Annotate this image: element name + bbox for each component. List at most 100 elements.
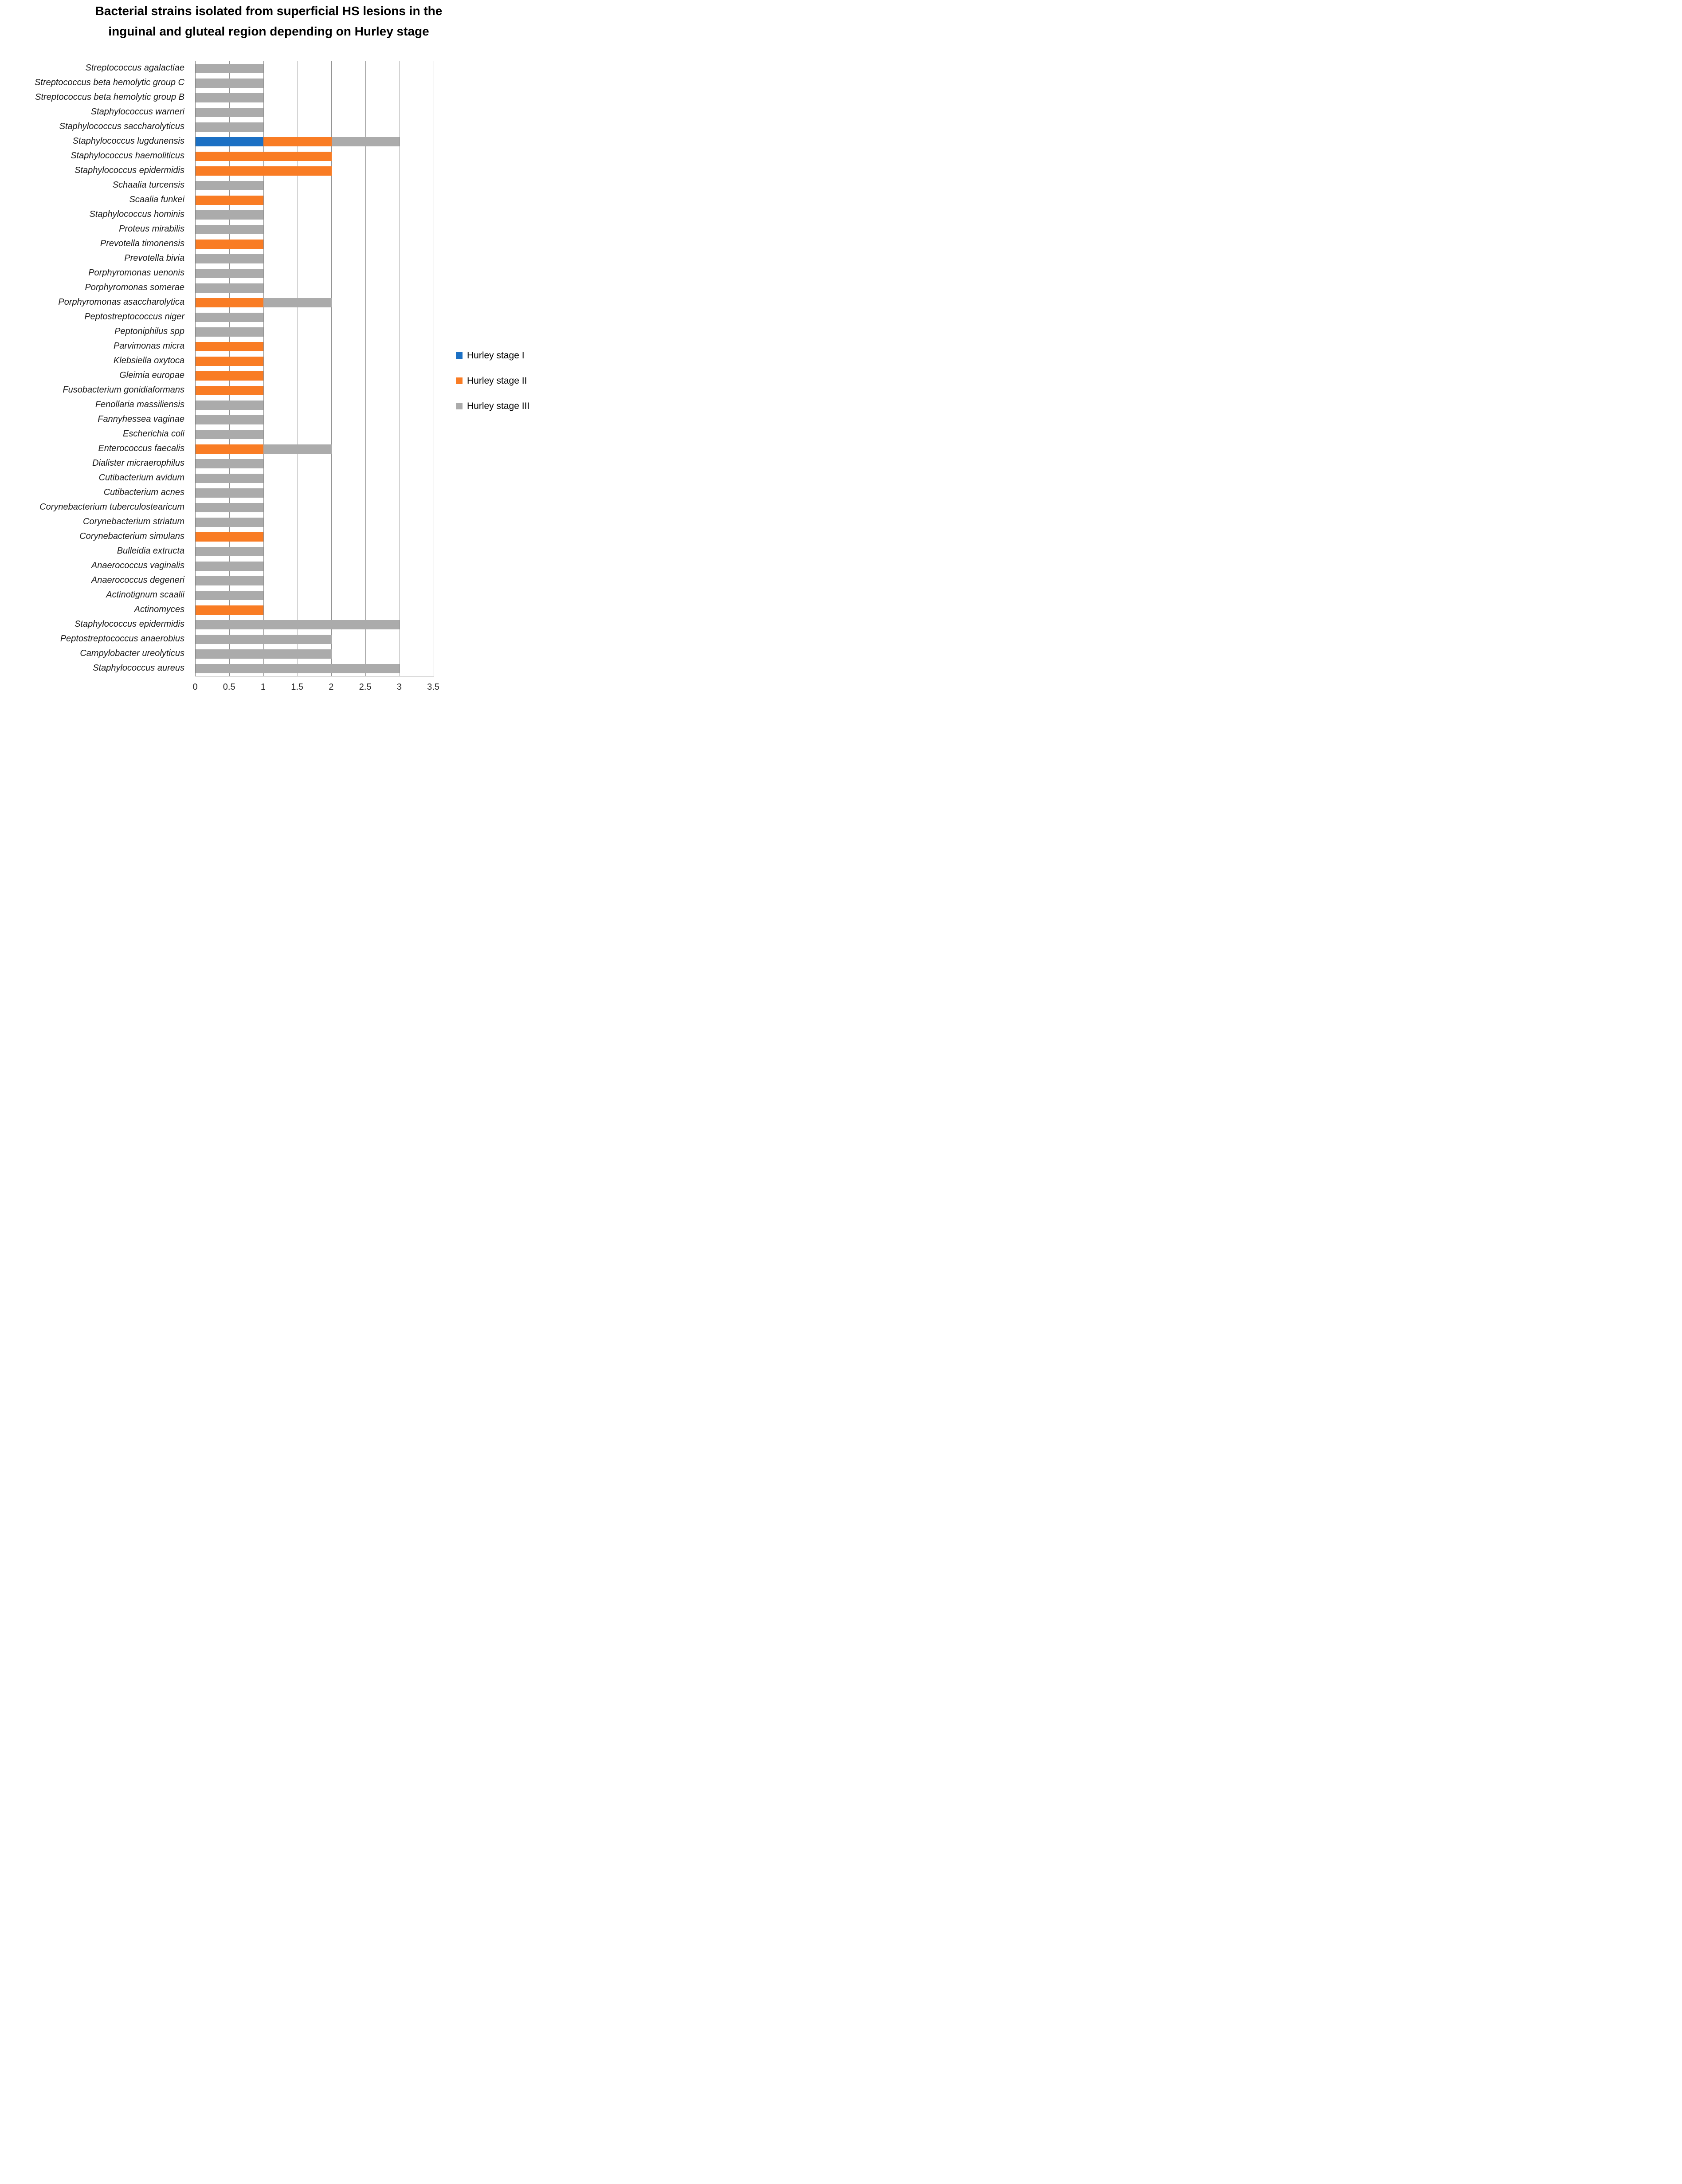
legend-label: Hurley stage I — [467, 350, 525, 361]
bar-segment — [196, 64, 264, 73]
bar-segment — [196, 488, 264, 498]
bar-segment — [263, 137, 332, 146]
bar-segment — [331, 137, 400, 146]
bar-segment — [196, 605, 264, 615]
bar-segment — [196, 386, 264, 395]
category-label: Porphyromonas asaccharolytica — [58, 297, 184, 307]
category-label: Corynebacterium tuberculostearicum — [39, 502, 184, 512]
bar-segment — [196, 327, 264, 337]
category-label: Peptostreptococcus anaerobius — [60, 634, 184, 644]
category-label: Prevotella bivia — [124, 253, 184, 263]
category-label: Staphylococcus epidermidis — [74, 619, 184, 629]
category-label: Staphylococcus warneri — [90, 107, 184, 117]
gridline — [263, 61, 264, 676]
chart-title-line2: inguinal and gluteal region depending on… — [108, 24, 429, 38]
category-label: Corynebacterium striatum — [83, 517, 184, 526]
chart-title-line1: Bacterial strains isolated from superfic… — [95, 4, 443, 18]
category-label: Actinomyces — [134, 605, 184, 614]
bar-segment — [196, 459, 264, 468]
bar-segment — [196, 371, 264, 381]
x-tick-label: 3 — [396, 682, 402, 692]
x-tick-label: 3.5 — [427, 682, 439, 692]
bar-segment — [196, 518, 264, 527]
bar-segment — [196, 649, 332, 659]
bar-segment — [196, 122, 264, 132]
category-label: Peptostreptococcus niger — [84, 312, 184, 322]
bar-segment — [196, 79, 264, 88]
bar-segment — [196, 269, 264, 278]
bar-segment — [196, 401, 264, 410]
category-label: Scaalia funkei — [129, 195, 184, 204]
bar-segment — [263, 298, 332, 307]
category-label: Streptococcus beta hemolytic group B — [35, 92, 184, 102]
category-label: Parvimonas micra — [113, 341, 184, 351]
category-label: Bulleidia extructa — [117, 546, 184, 556]
bar-segment — [196, 225, 264, 234]
category-label: Staphylococcus saccharolyticus — [59, 122, 184, 131]
category-label: Anaerococcus vaginalis — [91, 561, 184, 570]
category-label: Dialister micraerophilus — [92, 458, 184, 468]
legend-swatch — [456, 352, 463, 359]
bar-segment — [196, 620, 400, 629]
bar-segment — [196, 166, 332, 176]
bar-segment — [196, 357, 264, 366]
category-label: Cutibacterium avidum — [98, 473, 184, 483]
bar-segment — [196, 152, 332, 161]
bar-segment — [196, 664, 400, 673]
category-label: Escherichia coli — [123, 429, 184, 439]
x-tick-label: 1 — [260, 682, 266, 692]
category-label: Fannyhessea vaginae — [98, 414, 184, 424]
legend-item: Hurley stage I — [456, 351, 529, 360]
category-label: Actinotignum scaalii — [106, 590, 184, 600]
category-label: Streptococcus agalactiae — [85, 63, 184, 73]
value-axis: 0 0.5 1 1.5 2 2.5 3 3.5 — [0, 682, 537, 695]
category-label: Proteus mirabilis — [119, 224, 184, 234]
x-tick-label: 2.5 — [359, 682, 372, 692]
category-label: Fusobacterium gonidiaformans — [63, 385, 184, 395]
bar-segment — [196, 591, 264, 600]
category-label: Fenollaria massiliensis — [95, 400, 184, 409]
gridline — [229, 61, 230, 676]
bar-segment — [196, 108, 264, 117]
bar-segment — [263, 444, 332, 454]
bar-segment — [196, 562, 264, 571]
legend-swatch — [456, 403, 463, 409]
category-label: Anaerococcus degeneri — [91, 575, 184, 585]
bar-segment — [196, 181, 264, 190]
category-label: Prevotella timonensis — [100, 239, 184, 248]
category-label: Corynebacterium simulans — [79, 531, 184, 541]
bar-segment — [196, 342, 264, 351]
legend-label: Hurley stage III — [467, 401, 530, 411]
bar-segment — [196, 576, 264, 585]
category-label: Gleimia europae — [119, 370, 184, 380]
category-axis: Streptococcus agalactiae Streptococcus be… — [0, 61, 190, 676]
category-label: Klebsiella oxytoca — [113, 356, 184, 365]
bar-segment — [196, 93, 264, 102]
legend-item: Hurley stage II — [456, 376, 529, 385]
bar-segment — [196, 532, 264, 542]
x-tick-label: 0 — [192, 682, 198, 692]
category-label: Streptococcus beta hemolytic group C — [35, 78, 184, 87]
bar-segment — [196, 474, 264, 483]
bar-segment — [196, 254, 264, 263]
category-label: Peptoniphilus spp — [114, 326, 184, 336]
bar-segment — [196, 444, 264, 454]
bar-segment — [196, 415, 264, 424]
category-label: Cutibacterium acnes — [103, 487, 184, 497]
category-label: Porphyromonas uenonis — [88, 268, 184, 278]
x-tick-label: 1.5 — [291, 682, 304, 692]
category-label: Staphylococcus hominis — [89, 209, 184, 219]
bar-segment — [196, 313, 264, 322]
bar-segment — [196, 137, 264, 146]
bar-segment — [196, 430, 264, 439]
category-label: Porphyromonas somerae — [85, 283, 184, 292]
legend: Hurley stage I Hurley stage II Hurley stag… — [456, 351, 529, 427]
bar-segment — [196, 240, 264, 249]
category-label: Staphylococcus epidermidis — [74, 165, 184, 175]
bar-segment — [196, 283, 264, 293]
bar-segment — [196, 196, 264, 205]
legend-item: Hurley stage III — [456, 401, 529, 411]
bar-segment — [196, 210, 264, 220]
x-tick-label: 2 — [329, 682, 334, 692]
chart-page: Bacterial strains isolated from superfic… — [0, 0, 537, 698]
